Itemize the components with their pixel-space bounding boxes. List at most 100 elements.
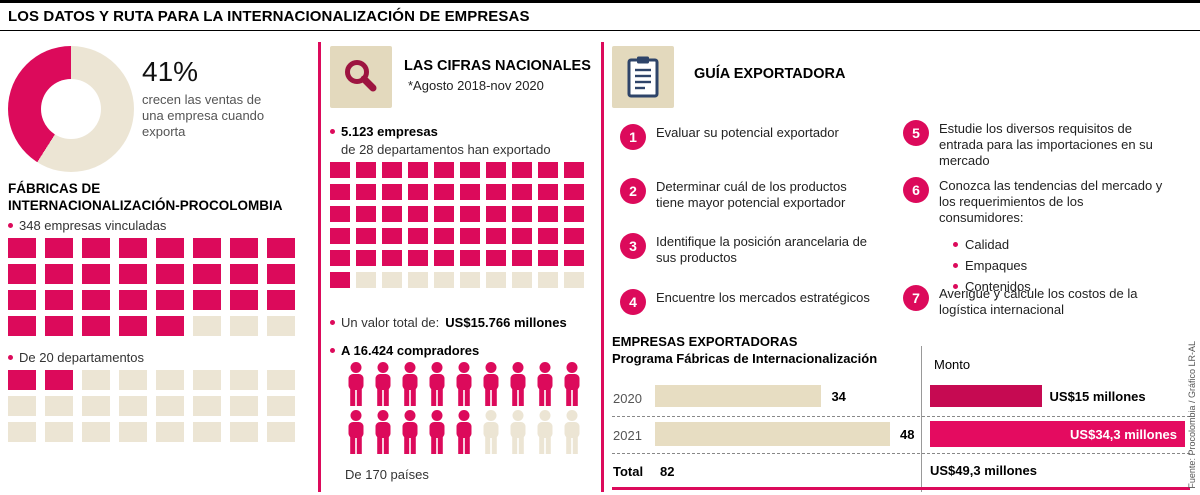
- waffle-cell-filled: [486, 162, 506, 178]
- step-4: 4 Encuentre los mercados estratégicos: [620, 289, 874, 315]
- person-icon-empty: [506, 409, 530, 455]
- donut-percent: 41%: [142, 56, 199, 87]
- waffle-cell-filled: [82, 238, 110, 258]
- waffle-cell-filled: [8, 316, 36, 336]
- waffle-cell-filled: [564, 184, 584, 200]
- waffle-cell-filled: [156, 316, 184, 336]
- waffle-cell-filled: [460, 162, 480, 178]
- waffle-cell-filled: [193, 264, 221, 284]
- stat-empresas-vinculadas-label: 348 empresas vinculadas: [19, 218, 167, 233]
- waffle-cell-filled: [460, 228, 480, 244]
- stat-5123-empresas-rest: de 28 departamentos han exportado: [341, 142, 551, 157]
- step-7-number: 7: [903, 285, 929, 311]
- bullet-icon: [953, 242, 958, 247]
- waffle-cell-empty: [267, 396, 295, 416]
- waffle-cell-empty: [512, 272, 532, 288]
- waffle-cell-empty: [538, 272, 558, 288]
- person-icon-filled: [344, 361, 368, 407]
- waffle-cell-filled: [382, 162, 402, 178]
- section-title-procolombia: FÁBRICAS DE INTERNACIONALIZACIÓN-PROCOLO…: [8, 181, 283, 213]
- waffle-cell-filled: [119, 238, 147, 258]
- step-1-number: 1: [620, 124, 646, 150]
- section-subtitle-cifras: *Agosto 2018-nov 2020: [408, 78, 544, 93]
- waffle-cell-filled: [512, 228, 532, 244]
- monto-2020-value: US$15 millones: [1049, 388, 1146, 404]
- step-2-number: 2: [620, 178, 646, 204]
- dashed-divider: [612, 453, 1190, 454]
- person-icon-filled: [398, 361, 422, 407]
- clipboard-icon-box: [612, 46, 674, 108]
- waffle-departamentos: [8, 370, 295, 442]
- waffle-cell-filled: [486, 250, 506, 266]
- title-rule: [0, 30, 1200, 31]
- waffle-cell-filled: [156, 290, 184, 310]
- source-credit: Fuente: Procolombia / Gráfico LR-AL: [1187, 341, 1197, 489]
- waffle-cell-filled: [330, 206, 350, 222]
- waffle-cell-empty: [230, 396, 258, 416]
- waffle-cell-empty: [8, 396, 36, 416]
- bullet-empaques: Empaques: [965, 258, 1028, 273]
- person-icon-empty: [479, 409, 503, 455]
- bullet-contenidos: Contenidos: [965, 279, 1031, 294]
- waffle-cell-empty: [230, 422, 258, 442]
- waffle-cell-filled: [486, 184, 506, 200]
- waffle-cell-filled: [193, 290, 221, 310]
- waffle-cell-filled: [512, 184, 532, 200]
- waffle-cell-filled: [564, 162, 584, 178]
- waffle-cell-filled: [156, 264, 184, 284]
- waffle-cell-filled: [434, 206, 454, 222]
- list-item: Empaques: [953, 255, 1164, 276]
- waffle-cell-filled: [45, 290, 73, 310]
- waffle-cell-filled: [382, 206, 402, 222]
- stat-valor-total-pre: Un valor total de:: [341, 315, 440, 330]
- bar-2021: [655, 422, 890, 446]
- person-icon-filled: [425, 361, 449, 407]
- waffle-cell-empty: [434, 272, 454, 288]
- waffle-cell-filled: [512, 250, 532, 266]
- waffle-cell-filled: [460, 184, 480, 200]
- waffle-cell-filled: [45, 370, 73, 390]
- step-7-text: Averigue y calcule los costos de la logí…: [939, 286, 1138, 317]
- person-icon-filled: [560, 361, 584, 407]
- step-2-text: Determinar cuál de los productos tiene m…: [656, 179, 847, 210]
- waffle-cell-empty: [230, 316, 258, 336]
- column-divider: [318, 42, 321, 492]
- waffle-cell-empty: [156, 422, 184, 442]
- waffle-cell-filled: [82, 264, 110, 284]
- waffle-cell-filled: [382, 228, 402, 244]
- waffle-cell-empty: [267, 370, 295, 390]
- waffle-cell-filled: [267, 238, 295, 258]
- step-2: 2 Determinar cuál de los productos tiene…: [620, 178, 874, 211]
- search-icon: [345, 60, 377, 92]
- waffle-cell-empty: [156, 396, 184, 416]
- step-4-text: Encuentre los mercados estratégicos: [656, 290, 870, 305]
- waffle-cell-filled: [267, 264, 295, 284]
- step-3-number: 3: [620, 233, 646, 259]
- person-icon-filled: [371, 361, 395, 407]
- waffle-cell-filled: [230, 290, 258, 310]
- waffle-cell-filled: [8, 370, 36, 390]
- waffle-cell-empty: [267, 422, 295, 442]
- waffle-cell-filled: [8, 264, 36, 284]
- waffle-cell-empty: [267, 316, 295, 336]
- donut-caption: crecen las ventas de una empresa cuando …: [142, 92, 265, 139]
- waffle-cell-empty: [356, 272, 376, 288]
- waffle-cell-filled: [408, 184, 428, 200]
- bullet-icon: [330, 129, 335, 134]
- monto-2021-value: US$34,3 millones: [1070, 426, 1177, 442]
- waffle-cell-empty: [193, 396, 221, 416]
- waffle-cell-filled: [119, 264, 147, 284]
- person-icon-filled: [533, 361, 557, 407]
- waffle-cell-filled: [486, 206, 506, 222]
- waffle-cell-empty: [119, 370, 147, 390]
- waffle-cell-filled: [330, 228, 350, 244]
- stat-empresas-vinculadas: 348 empresas vinculadas: [8, 218, 166, 233]
- waffle-cell-filled: [8, 238, 36, 258]
- waffle-cell-filled: [193, 238, 221, 258]
- bar-row-2021: 48: [655, 422, 914, 446]
- waffle-cell-filled: [538, 228, 558, 244]
- bullet-icon: [8, 355, 13, 360]
- step-3-text: Identifique la posición arancelaria de s…: [656, 234, 868, 265]
- stat-departamentos: De 20 departamentos: [8, 350, 144, 365]
- person-icon-filled: [479, 361, 503, 407]
